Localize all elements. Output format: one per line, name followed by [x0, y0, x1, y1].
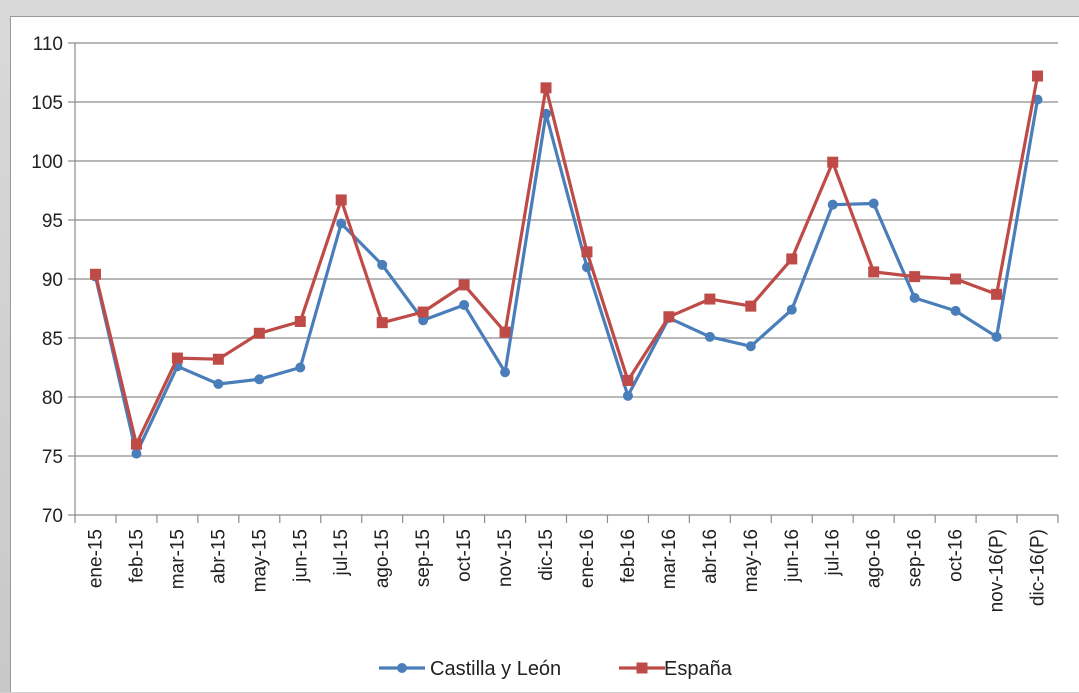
data-point-castilla-y-leon	[745, 341, 756, 352]
data-point-castilla-y-leon	[827, 199, 838, 210]
y-tick-label: 100	[31, 152, 63, 173]
data-point-castilla-y-leon	[418, 315, 429, 326]
data-point-castilla-y-leon	[377, 259, 388, 270]
data-point-espana	[663, 311, 675, 323]
data-point-espana	[540, 82, 552, 94]
y-tick-label: 80	[42, 388, 63, 409]
x-tick-label: oct-15	[454, 529, 475, 582]
x-tick-label: may-15	[249, 529, 270, 592]
x-tick-label: ago-15	[372, 529, 393, 588]
x-tick-label: dic-15	[536, 529, 557, 581]
data-point-espana	[745, 300, 757, 312]
data-point-castilla-y-leon	[500, 367, 511, 378]
data-point-castilla-y-leon	[622, 390, 633, 401]
x-tick-label: dic-16(P)	[1028, 529, 1049, 606]
x-tick-label: ago-16	[864, 529, 885, 588]
y-tick-label: 70	[42, 506, 63, 527]
x-tick-label: sep-16	[905, 529, 926, 587]
x-tick-label: jun-15	[290, 529, 311, 583]
data-point-espana	[212, 353, 224, 365]
data-point-espana	[827, 156, 839, 168]
data-point-castilla-y-leon	[868, 198, 879, 209]
y-tick-label: 105	[31, 93, 63, 114]
data-point-castilla-y-leon	[254, 374, 265, 385]
series-line-espana	[93, 74, 1040, 446]
y-tick-label: 85	[42, 329, 63, 350]
data-point-espana	[704, 293, 716, 305]
data-point-castilla-y-leon	[909, 292, 920, 303]
data-point-espana	[171, 352, 183, 364]
x-tick-label: ene-15	[85, 529, 106, 588]
data-point-espana	[253, 327, 265, 339]
x-tick-label: mar-15	[167, 529, 188, 589]
legend-label: Castilla y León	[430, 658, 561, 680]
data-point-castilla-y-leon	[459, 299, 470, 310]
line-chart: 70 75 80 85 90 95 100 105 110 ene-15 feb-15 mar-15 a…	[31, 34, 1059, 680]
data-point-espana	[786, 253, 798, 265]
series-line-castilla-y-leon	[93, 97, 1040, 456]
x-tick-label: feb-16	[618, 529, 639, 583]
x-tick-label: mar-16	[659, 529, 680, 589]
data-point-espana	[581, 246, 593, 258]
data-point-espana	[868, 266, 880, 278]
data-point-castilla-y-leon	[786, 304, 797, 315]
x-tick-label: jul-16	[823, 529, 844, 576]
data-point-castilla-y-leon	[950, 305, 961, 316]
legend-label: España	[664, 658, 733, 680]
x-tick-label: oct-16	[946, 529, 967, 582]
data-point-espana	[950, 273, 962, 285]
legend-marker-espana	[636, 662, 648, 674]
data-point-espana	[499, 326, 511, 338]
y-tick-label: 90	[42, 270, 63, 291]
x-tick-label: ene-16	[577, 529, 598, 588]
data-point-castilla-y-leon	[336, 218, 347, 229]
data-point-castilla-y-leon	[131, 448, 142, 459]
data-point-espana	[1032, 70, 1044, 82]
y-tick-label: 75	[42, 447, 63, 468]
y-tick-label: 95	[42, 211, 63, 232]
x-tick-label: abr-15	[208, 529, 229, 584]
data-point-castilla-y-leon	[213, 379, 224, 390]
x-tick-label: abr-16	[700, 529, 721, 584]
data-point-espana	[991, 288, 1003, 300]
x-tick-label: may-16	[741, 529, 762, 592]
x-tick-label: jul-15	[331, 529, 352, 576]
data-point-espana	[376, 317, 388, 329]
data-point-espana	[335, 194, 347, 206]
data-point-castilla-y-leon	[991, 331, 1002, 342]
x-tick-label: feb-15	[126, 529, 147, 583]
legend-marker-castilla-y-leon	[397, 663, 407, 673]
data-point-espana	[294, 315, 306, 327]
x-tick-label: sep-15	[413, 529, 434, 587]
x-tick-label: jun-16	[782, 529, 803, 583]
data-point-castilla-y-leon	[295, 362, 306, 373]
data-point-espana	[130, 438, 142, 450]
x-tick-label: nov-16(P)	[987, 529, 1008, 612]
data-point-espana	[622, 374, 634, 386]
y-tick-label: 110	[33, 34, 63, 55]
data-point-espana	[909, 271, 921, 283]
data-point-espana	[417, 306, 429, 318]
x-tick-label: nov-15	[495, 529, 516, 587]
data-point-castilla-y-leon	[704, 331, 715, 342]
data-point-espana	[458, 279, 470, 291]
data-point-espana	[89, 268, 101, 280]
chart-area: 70 75 80 85 90 95 100 105 110 ene-15 feb-15 mar-15 a…	[10, 16, 1079, 692]
